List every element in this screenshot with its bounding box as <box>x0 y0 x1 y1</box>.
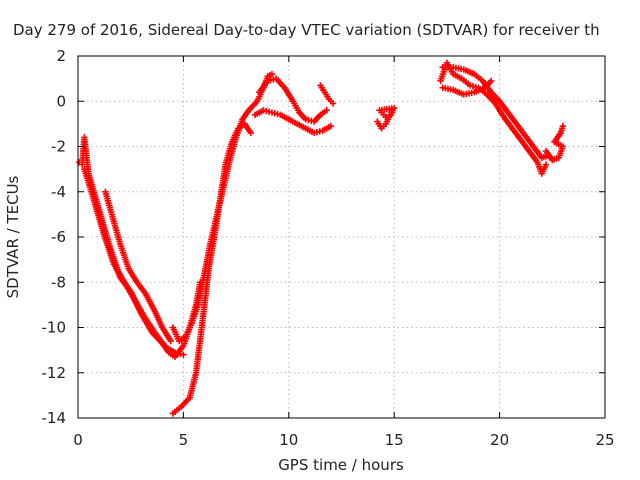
y-tick-label: 0 <box>56 92 66 110</box>
data-points <box>75 59 567 417</box>
y-tick-label: -8 <box>51 273 66 291</box>
y-tick-label: -2 <box>51 138 66 156</box>
y-tick-label: -4 <box>51 183 66 201</box>
data-point <box>559 122 567 130</box>
data-point <box>268 70 276 78</box>
x-axis-label: GPS time / hours <box>278 456 404 474</box>
y-tick-label: -6 <box>51 228 66 246</box>
grid <box>78 56 605 418</box>
data-point <box>323 107 330 114</box>
axis-ticks: 0 5 10 15 20 25 -14 -12 -10 -8 -6 -4 -2 0 2 <box>42 47 615 449</box>
y-tick-label: -10 <box>42 319 67 337</box>
data-point <box>542 161 550 168</box>
data-point <box>487 77 495 85</box>
y-tick-label: -14 <box>42 409 67 427</box>
data-point <box>388 109 396 116</box>
x-tick-label: 20 <box>490 431 509 449</box>
data-point <box>329 100 337 107</box>
plot-frame <box>77 55 606 419</box>
x-tick-label: 0 <box>73 431 83 449</box>
x-tick-label: 25 <box>595 431 614 449</box>
data-point <box>167 337 174 345</box>
y-tick-label: -12 <box>42 364 67 382</box>
data-point <box>180 351 187 358</box>
x-tick-label: 15 <box>385 431 404 449</box>
y-tick-label: 2 <box>56 47 66 65</box>
data-point <box>247 129 255 137</box>
x-tick-label: 10 <box>279 431 298 449</box>
data-point <box>327 122 335 130</box>
y-axis-label: SDTVAR / TECUs <box>4 175 22 298</box>
x-tick-label: 5 <box>179 431 189 449</box>
chart-title: Day 279 of 2016, Sidereal Day-to-day VTE… <box>13 21 600 39</box>
